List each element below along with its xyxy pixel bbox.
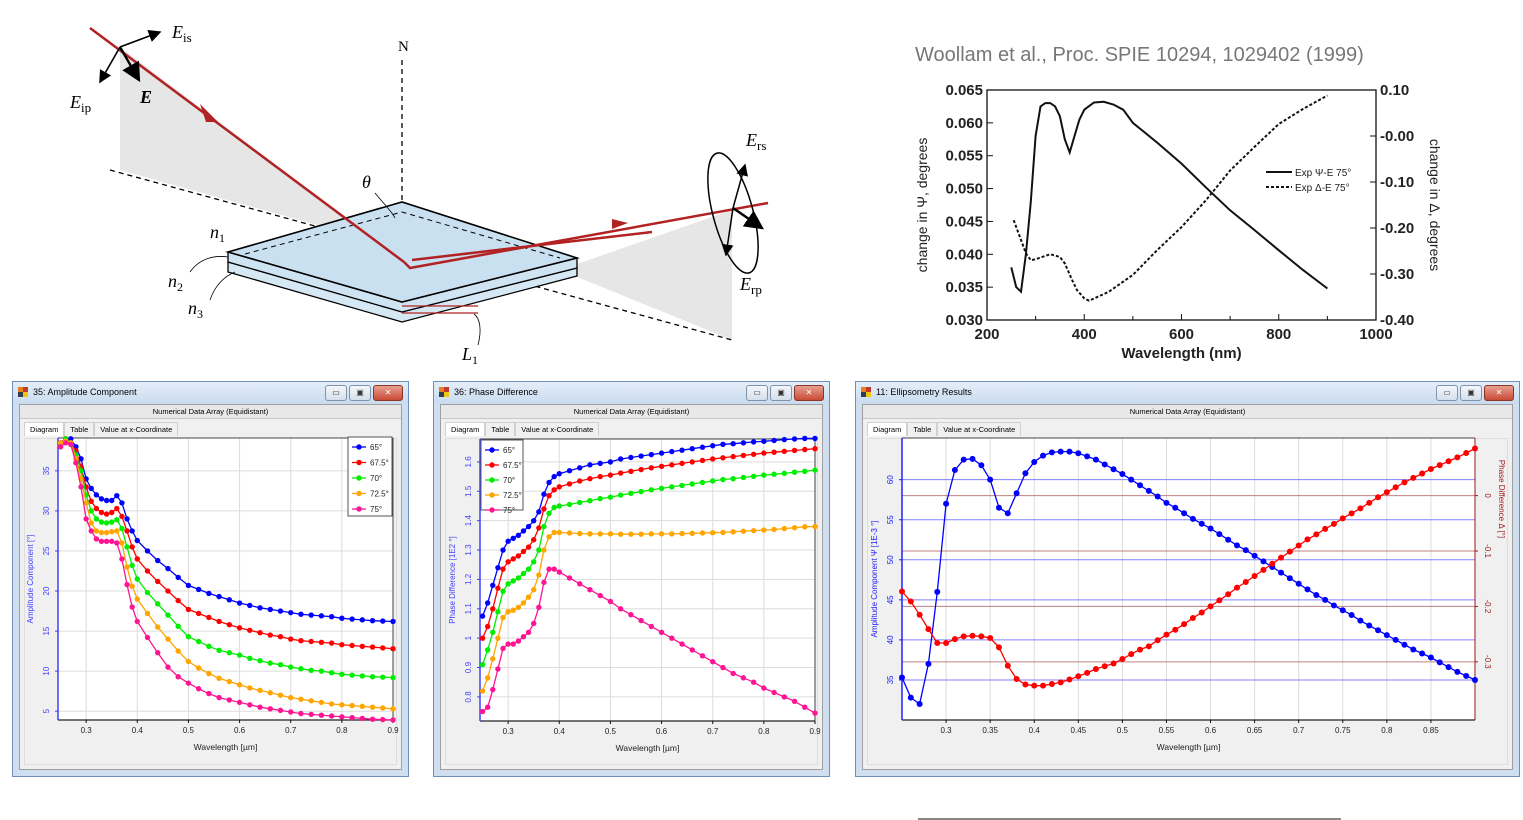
y-tick-label: 0.045: [945, 213, 983, 230]
series-line-0: [1010, 100, 1329, 294]
restore-button[interactable]: ▣: [770, 385, 792, 401]
plane-of-incidence-right: [560, 210, 732, 340]
legend-label: Exp Δ-E 75°: [1295, 183, 1350, 194]
polarization-ellipse: [707, 152, 764, 274]
x-tick-label: 1000: [1359, 326, 1392, 343]
n3-label: n3: [188, 298, 203, 321]
L1-pointer: [473, 313, 481, 346]
incident-beam: [89, 26, 405, 264]
window-phase-difference: 36: Phase Difference ▭ ▣ ✕ Numerical Dat…: [433, 381, 830, 777]
y-tick-label: 0.050: [945, 181, 983, 198]
E-label: E: [139, 87, 152, 107]
thin-film-stack: [225, 201, 580, 323]
close-button[interactable]: ✕: [794, 385, 824, 401]
diagram-panel: [24, 438, 397, 765]
reflected-beam: [403, 201, 769, 270]
minimize-button[interactable]: ▭: [325, 385, 347, 401]
close-button[interactable]: ✕: [1484, 385, 1514, 401]
incident-direction-arrow-icon: [200, 104, 218, 122]
tab-table[interactable]: Table: [64, 422, 95, 436]
series-line-1: [1012, 94, 1328, 302]
y-tick-label: 0.040: [945, 246, 983, 263]
window-amplitude-component: 35: Amplitude Component ▭ ▣ ✕ Numerical …: [12, 381, 409, 777]
app-icon: [861, 387, 871, 397]
restore-button[interactable]: ▣: [1460, 385, 1482, 401]
tab-table[interactable]: Table: [485, 422, 516, 436]
x-axis-title: Wavelength (nm): [1121, 345, 1241, 362]
incident-field-vectors: [99, 29, 162, 84]
diagram-panel: [445, 438, 818, 765]
tab-value-at-x[interactable]: Value at x-Coordinate: [937, 422, 1022, 436]
y2-tick-label: -0.10: [1380, 174, 1414, 191]
window-ellipsometry-results: 11: Ellipsometry Results ▭ ▣ ✕ Numerical…: [855, 381, 1520, 820]
n1-label: n1: [210, 222, 225, 245]
E-rp-label: Erp: [739, 274, 762, 297]
citation-text: Woollam et al., Proc. SPIE 10294, 102940…: [915, 44, 1364, 66]
n2-pointer: [189, 256, 229, 273]
reflected-beam-2: [411, 230, 653, 262]
legend-label: Exp Ψ-E 75°: [1295, 168, 1351, 179]
y-tick-label: 0.065: [945, 82, 983, 99]
window-title: 36: Phase Difference: [454, 387, 538, 397]
x-tick-label: 800: [1266, 326, 1291, 343]
y2-tick-label: -0.40: [1380, 312, 1414, 329]
window-title: 11: Ellipsometry Results: [876, 387, 972, 397]
tab-table[interactable]: Table: [907, 422, 938, 436]
tab-diagram[interactable]: Diagram: [445, 422, 486, 436]
y-tick-label: 0.035: [945, 279, 983, 296]
x-tick-label: 600: [1169, 326, 1194, 343]
y-tick-label: 0.060: [945, 115, 983, 132]
window-title: 35: Amplitude Component: [33, 387, 137, 397]
title-bar[interactable]: 11: Ellipsometry Results ▭ ▣ ✕: [856, 382, 1519, 404]
tab-diagram[interactable]: Diagram: [867, 422, 908, 436]
x-tick-label: 400: [1072, 326, 1097, 343]
close-button[interactable]: ✕: [373, 385, 403, 401]
x-tick-label: 200: [974, 326, 999, 343]
document-type-header: Numerical Data Array (Equidistant): [863, 405, 1512, 419]
minimize-button[interactable]: ▭: [746, 385, 768, 401]
y2-tick-label: -0.00: [1380, 128, 1414, 145]
L1-label: L1: [461, 344, 478, 367]
y2-tick-label: -0.30: [1380, 266, 1414, 283]
tab-diagram[interactable]: Diagram: [24, 422, 65, 436]
E-ip-label: Eip: [69, 92, 91, 115]
theta-arc: [374, 192, 396, 219]
y-axis-title: change in Ψ, degrees: [914, 138, 930, 273]
document-type-header: Numerical Data Array (Equidistant): [441, 405, 822, 419]
diagram-panel: [867, 438, 1508, 820]
chart-0: 200 400 600 800 1000 0.030 0.035 0.040 0.045 0.05…: [914, 82, 1443, 362]
reflected-direction-arrow-icon: [612, 219, 628, 229]
normal-label: N: [398, 39, 409, 55]
E-rs-label: Ers: [745, 130, 766, 153]
plot-frame: [986, 89, 1377, 321]
y2-tick-label: 0.10: [1380, 82, 1409, 99]
E-is-label: Eis: [171, 22, 192, 45]
title-bar[interactable]: 36: Phase Difference ▭ ▣ ✕: [434, 382, 829, 404]
y2-axis-title: change in Δ, degrees: [1427, 139, 1443, 271]
app-icon: [439, 387, 449, 397]
y-tick-label: 0.055: [945, 148, 983, 165]
n3-pointer: [209, 271, 236, 301]
minimize-button[interactable]: ▭: [1436, 385, 1458, 401]
tab-value-at-x[interactable]: Value at x-Coordinate: [94, 422, 179, 436]
theta-label: θ: [362, 172, 371, 192]
app-icon: [18, 387, 28, 397]
y-tick-label: 0.030: [945, 312, 983, 329]
ellipsometry-geometry-diagram: N θ Eis Eip E Ers Erp n1 n2 n3 L1: [69, 22, 769, 367]
restore-button[interactable]: ▣: [349, 385, 371, 401]
title-bar[interactable]: 35: Amplitude Component ▭ ▣ ✕: [13, 382, 408, 404]
n2-label: n2: [168, 271, 183, 294]
y2-tick-label: -0.20: [1380, 220, 1414, 237]
tab-value-at-x[interactable]: Value at x-Coordinate: [515, 422, 600, 436]
document-type-header: Numerical Data Array (Equidistant): [20, 405, 401, 419]
